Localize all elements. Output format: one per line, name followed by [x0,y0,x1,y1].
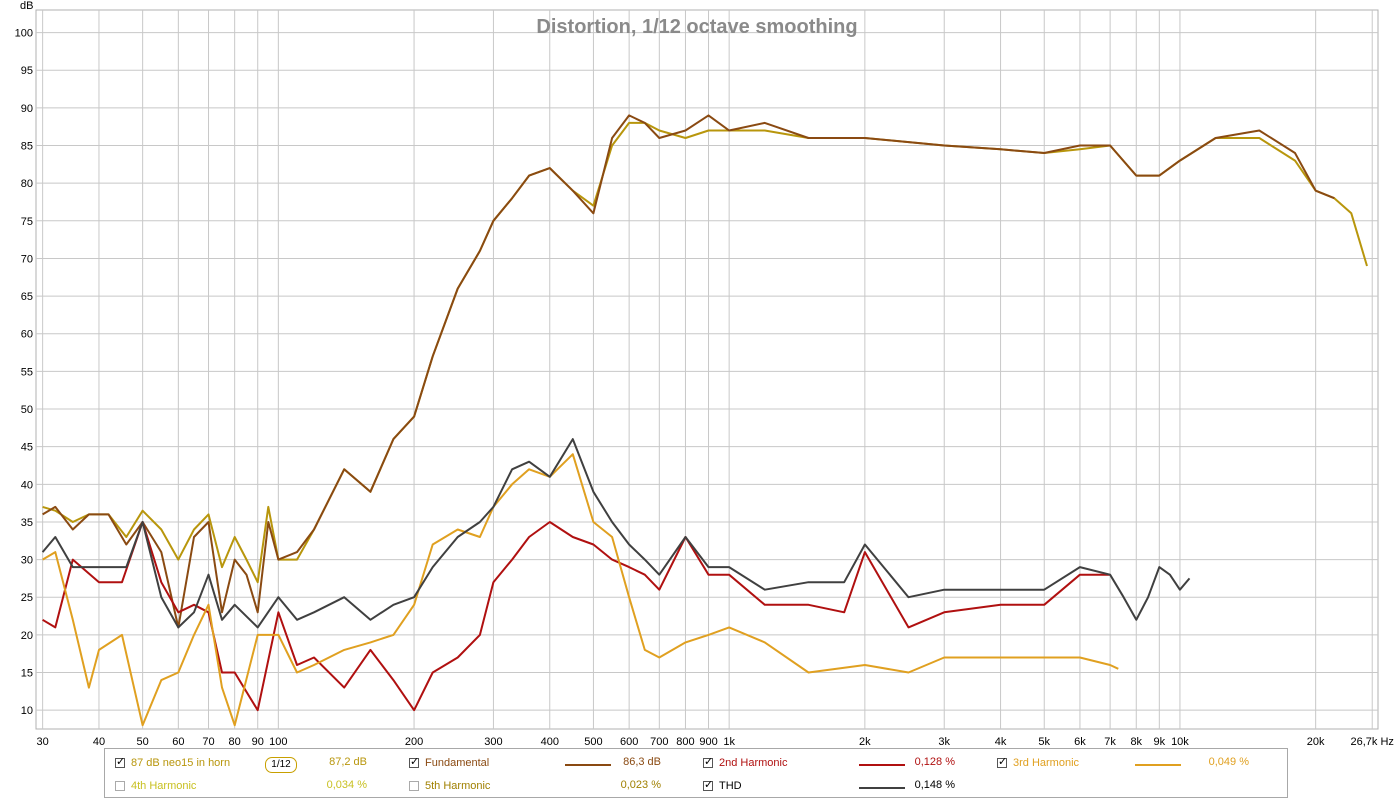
series-line-2nd-harmonic [42,521,1111,712]
y-tick-label: 50 [21,404,33,416]
x-tick-label: 90 [252,736,264,748]
y-tick-label: 70 [21,253,33,265]
y-tick-label: 15 [21,668,33,680]
checkbox-icon[interactable] [409,781,419,791]
chart-title: Distortion, 1/12 octave smoothing [536,16,857,38]
legend-value: 0,023 % [620,779,661,791]
x-tick-label: 7k [1104,736,1116,748]
x-tick-label: 80 [229,736,241,748]
checkbox-icon[interactable] [997,755,1007,768]
series-lines [41,114,1368,727]
series-line-3rd-harmonic [42,453,1119,727]
legend-item-measurement[interactable]: 87 dB neo15 in horn [115,755,230,771]
x-tick-label: 800 [676,736,694,748]
legend-panel: 87 dB neo15 in horn 1/12 87,2 dB Fundame… [104,748,1288,798]
x-tick-label: 3k [938,736,950,748]
y-tick-label: 30 [21,555,33,567]
x-tick-label: 4k [995,736,1007,748]
legend-label: Fundamental [425,757,490,769]
y-tick-label: 85 [21,141,33,153]
legend-item-4th-harmonic[interactable]: 4th Harmonic [115,778,196,794]
x-tick-label: 6k [1074,736,1086,748]
y-tick-label: 25 [21,592,33,604]
distortion-chart: 101520253035404550556065707580859095100 … [15,0,1394,748]
x-tick-label: 2k [859,736,871,748]
x-tick-label: 30 [37,736,49,748]
x-tick-label: 900 [699,736,717,748]
swatch-thd [859,787,905,789]
legend-value: 0,128 % [914,756,955,768]
x-tick-label: 700 [650,736,668,748]
y-tick-label: 10 [21,705,33,717]
legend-item-fundamental[interactable]: Fundamental [409,755,489,771]
x-tick-label: 300 [484,736,502,748]
series-line-fundamental [42,114,1335,629]
legend-value: 87,2 dB [329,756,367,768]
legend-value: 0,148 % [914,779,955,791]
y-tick-label: 95 [21,65,33,77]
y-axis-label: dB [20,0,33,12]
checkbox-icon[interactable] [703,778,713,791]
legend-item-5th-harmonic[interactable]: 5th Harmonic [409,778,490,794]
y-tick-label: 40 [21,479,33,491]
series-line-thd [41,438,1191,629]
legend-item-thd[interactable]: THD [703,778,742,794]
legend-label: 5th Harmonic [425,780,491,792]
legend-value: 0,034 % [326,779,367,791]
x-tick-label: 1k [723,736,735,748]
x-tick-label: 26,7k Hz [1351,736,1394,748]
smoothing-den: 12 [279,759,291,770]
legend-label: 2nd Harmonic [719,757,788,769]
y-tick-label: 45 [21,442,33,454]
smoothing-button[interactable]: 1/12 [265,757,297,773]
y-tick-label: 60 [21,329,33,341]
y-tick-label: 65 [21,291,33,303]
smoothing-num: 1 [271,759,277,770]
x-axis: 30 40 50 60 70 80 90 100 200 300 400 500 600 700 800 90… [37,736,1394,748]
x-tick-label: 40 [93,736,105,748]
x-tick-label: 5k [1038,736,1050,748]
y-tick-label: 80 [21,178,33,190]
legend-label: 87 dB neo15 in horn [131,757,231,769]
x-tick-label: 10k [1171,736,1189,748]
swatch-2nd-harmonic [859,764,905,766]
legend-label: 3rd Harmonic [1013,757,1080,769]
y-tick-label: 20 [21,630,33,642]
checkbox-icon[interactable] [115,755,125,768]
x-tick-label: 200 [405,736,423,748]
x-tick-label: 600 [620,736,638,748]
x-tick-label: 60 [172,736,184,748]
y-tick-label: 75 [21,216,33,228]
x-tick-label: 50 [137,736,149,748]
x-tick-label: 100 [269,736,287,748]
x-tick-label: 8k [1130,736,1142,748]
legend-item-3rd-harmonic[interactable]: 3rd Harmonic [997,755,1079,771]
legend-value: 86,3 dB [623,756,661,768]
legend-value: 0,049 % [1208,756,1249,768]
swatch-3rd-harmonic [1135,764,1181,766]
y-tick-label: 35 [21,517,33,529]
legend-label: THD [719,780,742,792]
x-tick-label: 500 [584,736,602,748]
y-axis: 10 15 20 25 30 35 40 45 50 55 60 65 70 75 80 85 90 95 100 [15,28,33,718]
y-tick-label: 100 [15,28,33,40]
x-tick-label: 70 [202,736,214,748]
x-tick-label: 20k [1307,736,1325,748]
y-tick-label: 90 [21,103,33,115]
x-tick-label: 9k [1154,736,1166,748]
legend-label: 4th Harmonic [131,780,197,792]
legend-item-2nd-harmonic[interactable]: 2nd Harmonic [703,755,787,771]
checkbox-icon[interactable] [115,781,125,791]
checkbox-icon[interactable] [703,755,713,768]
chart-grid [36,10,1378,729]
swatch-fundamental [565,764,611,766]
y-tick-label: 55 [21,366,33,378]
x-tick-label: 400 [541,736,559,748]
checkbox-icon[interactable] [409,755,419,768]
